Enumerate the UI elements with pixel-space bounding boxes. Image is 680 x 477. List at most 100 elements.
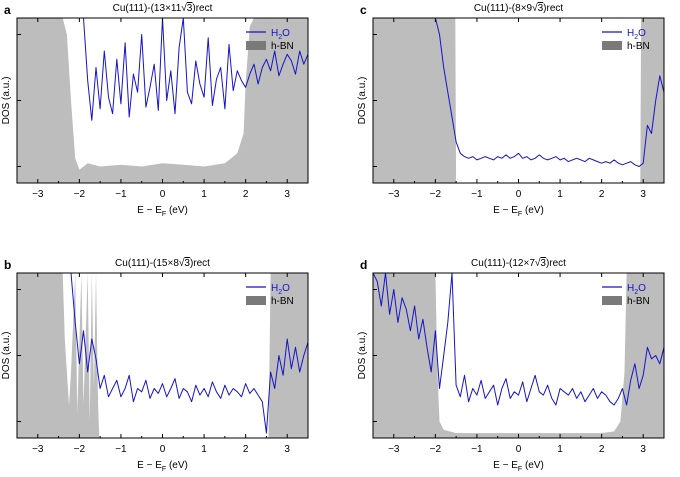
title-radical: √ xyxy=(535,257,541,269)
hbn-dos-area xyxy=(17,18,308,183)
x-tick-label: 0 xyxy=(160,189,166,200)
panel-letter: a xyxy=(4,3,11,17)
x-tick-label: −1 xyxy=(471,189,483,200)
x-tick-label: 3 xyxy=(284,444,290,455)
title-mid: 8 xyxy=(173,258,179,269)
x-axis-label-subscript: F xyxy=(162,466,166,473)
panel-d: −3 −2 −1 0 1 2 3 E − EF (eV) DOS (a.u.) d Cu(111)-… xyxy=(357,257,665,473)
x-tick-label: −1 xyxy=(115,444,127,455)
title-radicand: 3 xyxy=(538,3,544,14)
legend-hbn-label: h-BN xyxy=(627,41,650,52)
x-axis-label: E − EF (eV) xyxy=(137,205,188,218)
legend-h2o-label: H2O xyxy=(271,283,290,296)
h2o-dos-line xyxy=(17,18,308,121)
title-mid: 11 xyxy=(171,3,182,14)
x-tick-label: 2 xyxy=(599,189,605,200)
panel-title: Cu(111)-(12×7√3)rect xyxy=(471,257,566,269)
panel-title: Cu(111)-(8×9√3)rect xyxy=(474,2,564,14)
x-axis-label-unit: (eV) xyxy=(522,460,544,471)
h2o-dos-line xyxy=(373,18,664,167)
plot-area xyxy=(17,18,308,183)
y-axis-label: DOS (a.u.) xyxy=(357,77,368,125)
panel-a: −3 −2 −1 0 1 2 3 E − EF (eV) DOS (a.u.) a Cu(111)-… xyxy=(1,2,309,218)
panel-title: Cu(111)-(13×11√3)rect xyxy=(113,2,213,14)
x-axis-label-unit: (eV) xyxy=(166,205,188,216)
title-radicand: 3 xyxy=(187,3,193,14)
legend-h2o-o: O xyxy=(638,28,646,39)
legend-hbn-label: h-BN xyxy=(627,296,650,307)
title-prefix: Cu(111)-(15 xyxy=(115,258,168,269)
title-mid: 7 xyxy=(529,258,535,269)
x-axis-label-main: E − E xyxy=(493,460,518,471)
x-tick-label: −2 xyxy=(74,189,86,200)
title-suffix: )rect xyxy=(543,3,563,14)
title-radicand: 3 xyxy=(540,258,546,269)
y-axis-label: DOS (a.u.) xyxy=(357,332,368,380)
plot-area xyxy=(373,18,664,183)
x-tick-label: 2 xyxy=(243,444,249,455)
title-times: × xyxy=(521,3,527,14)
x-axis-label-unit: (eV) xyxy=(166,460,188,471)
y-axis-label: DOS (a.u.) xyxy=(1,332,12,380)
legend-h2o-label: H2O xyxy=(627,28,646,41)
x-tick-label: −3 xyxy=(32,444,44,455)
x-axis-label-unit: (eV) xyxy=(522,205,544,216)
title-times: × xyxy=(165,3,171,14)
legend-h2o-sub: 2 xyxy=(278,34,282,41)
panel-title: Cu(111)-(15×8√3)rect xyxy=(115,257,210,269)
x-tick-label: 1 xyxy=(201,189,207,200)
x-axis-label-subscript: F xyxy=(518,211,522,218)
legend-hbn-swatch xyxy=(602,41,622,50)
x-tick-label: −1 xyxy=(115,189,127,200)
legend-hbn-swatch xyxy=(246,41,266,50)
x-tick-label: −2 xyxy=(430,444,442,455)
x-tick-label: 0 xyxy=(516,444,522,455)
y-axis-label: DOS (a.u.) xyxy=(1,77,12,125)
hbn-dos-area xyxy=(373,273,664,438)
x-tick-label: 3 xyxy=(640,189,646,200)
legend-h2o-o: O xyxy=(282,28,290,39)
plot-area xyxy=(17,273,308,438)
legend-h2o-o: O xyxy=(282,283,290,294)
panel-letter: d xyxy=(360,258,367,272)
title-suffix: )rect xyxy=(190,258,210,269)
title-prefix: Cu(111)-(13 xyxy=(113,3,166,14)
x-axis-label: E − EF (eV) xyxy=(493,460,544,473)
x-tick-label: −1 xyxy=(471,444,483,455)
panel-b: −3 −2 −1 0 1 2 3 E − EF (eV) DOS (a.u.) b Cu(111)-… xyxy=(1,257,309,473)
x-tick-label: 3 xyxy=(284,189,290,200)
title-radicand: 3 xyxy=(184,258,190,269)
x-tick-label: 1 xyxy=(557,189,563,200)
title-radical: √ xyxy=(181,2,187,14)
x-tick-label: −3 xyxy=(32,189,44,200)
x-tick-label: 2 xyxy=(243,189,249,200)
panel-c: −3 −2 −1 0 1 2 3 E − EF (eV) DOS (a.u.) c Cu(111)-… xyxy=(357,2,665,218)
title-suffix: )rect xyxy=(546,258,566,269)
x-axis-label-main: E − E xyxy=(137,205,162,216)
x-tick-label: 1 xyxy=(557,444,563,455)
h2o-dos-line xyxy=(373,273,664,406)
title-mid: 9 xyxy=(527,3,533,14)
legend-h2o-label: H2O xyxy=(627,283,646,296)
hbn-dos-area xyxy=(17,273,308,438)
x-axis-label-main: E − E xyxy=(493,205,518,216)
x-tick-label: −3 xyxy=(388,189,400,200)
legend-h2o-h: H xyxy=(627,283,634,294)
title-times: × xyxy=(167,258,173,269)
legend-hbn-swatch xyxy=(246,296,266,305)
x-tick-label: −2 xyxy=(74,444,86,455)
hbn-dos-area xyxy=(373,18,664,183)
x-tick-label: 2 xyxy=(599,444,605,455)
legend-hbn-swatch xyxy=(602,296,622,305)
panel-letter: c xyxy=(360,3,367,17)
h2o-dos-line xyxy=(17,273,308,434)
legend-h2o-h: H xyxy=(271,283,278,294)
x-axis-label: E − EF (eV) xyxy=(137,460,188,473)
x-tick-label: 0 xyxy=(516,189,522,200)
x-tick-label: 3 xyxy=(640,444,646,455)
legend-h2o-sub: 2 xyxy=(278,289,282,296)
x-tick-label: −3 xyxy=(388,444,400,455)
x-tick-label: 0 xyxy=(160,444,166,455)
